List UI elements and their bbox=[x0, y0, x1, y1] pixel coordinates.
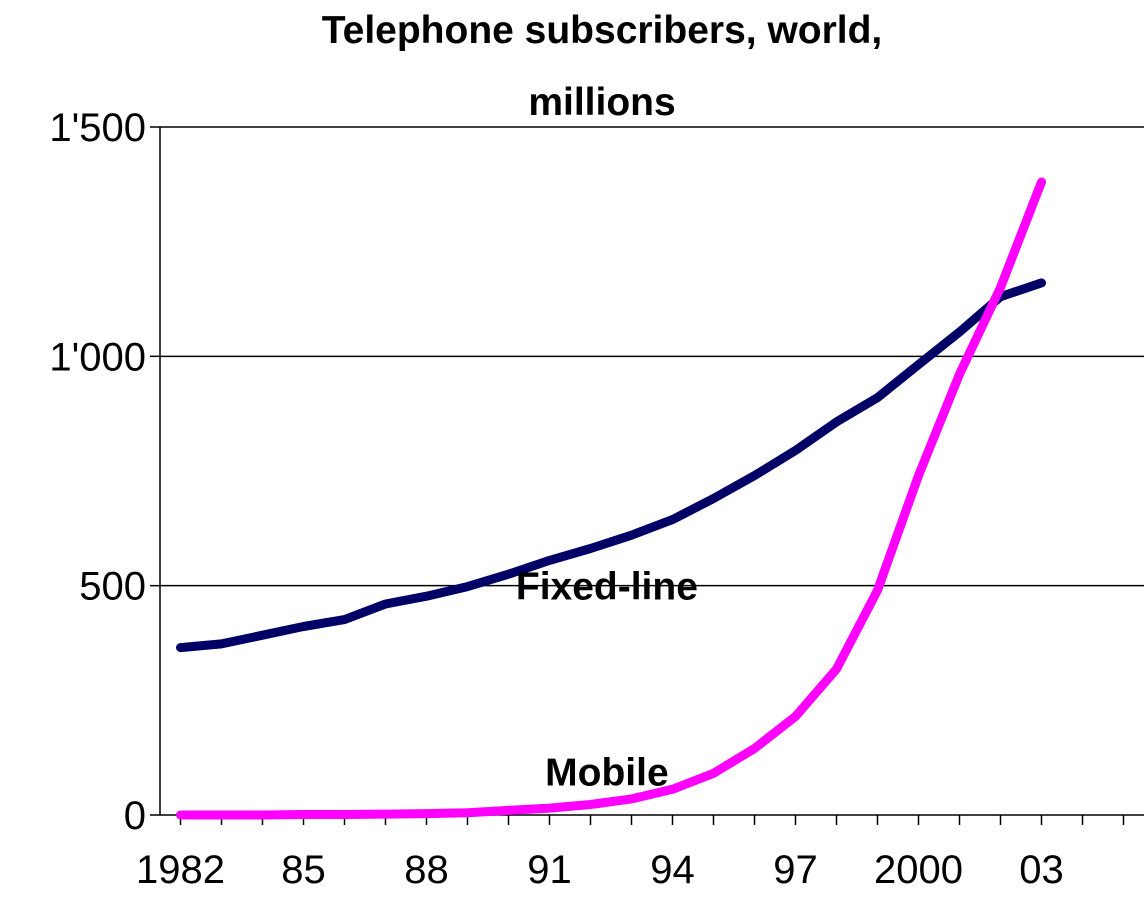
x-tick-label: 88 bbox=[404, 848, 449, 892]
series-labels: 0 500 1'000 1'500 1982 85 88 91 94 97 2000 03 Fixed-… bbox=[49, 106, 1063, 892]
x-tick-label: 1982 bbox=[136, 848, 225, 892]
x-tick-label: 85 bbox=[281, 848, 326, 892]
x-tick-label: 97 bbox=[773, 848, 818, 892]
series-label-fixed-line: Fixed-line bbox=[516, 566, 698, 609]
x-tick-label: 03 bbox=[1019, 848, 1064, 892]
axes bbox=[150, 126, 1144, 825]
y-tick-label: 0 bbox=[124, 794, 146, 838]
series-lines bbox=[176, 177, 1046, 820]
chart-title-line-1: Telephone subscribers, world, bbox=[322, 9, 883, 52]
x-tick-label: 2000 bbox=[874, 848, 963, 892]
y-tick-label: 1'000 bbox=[49, 335, 146, 379]
chart-title-line-2: millions bbox=[528, 81, 675, 124]
y-tick-label: 1'500 bbox=[49, 106, 146, 150]
series-line-fixed-line bbox=[176, 278, 1046, 653]
series-line-mobile bbox=[176, 177, 1046, 820]
x-tick-label: 94 bbox=[650, 848, 695, 892]
series-label-mobile: Mobile bbox=[545, 751, 669, 794]
grid-lines bbox=[160, 126, 1144, 587]
x-tick-label: 91 bbox=[527, 848, 572, 892]
y-tick-label: 500 bbox=[79, 565, 146, 609]
